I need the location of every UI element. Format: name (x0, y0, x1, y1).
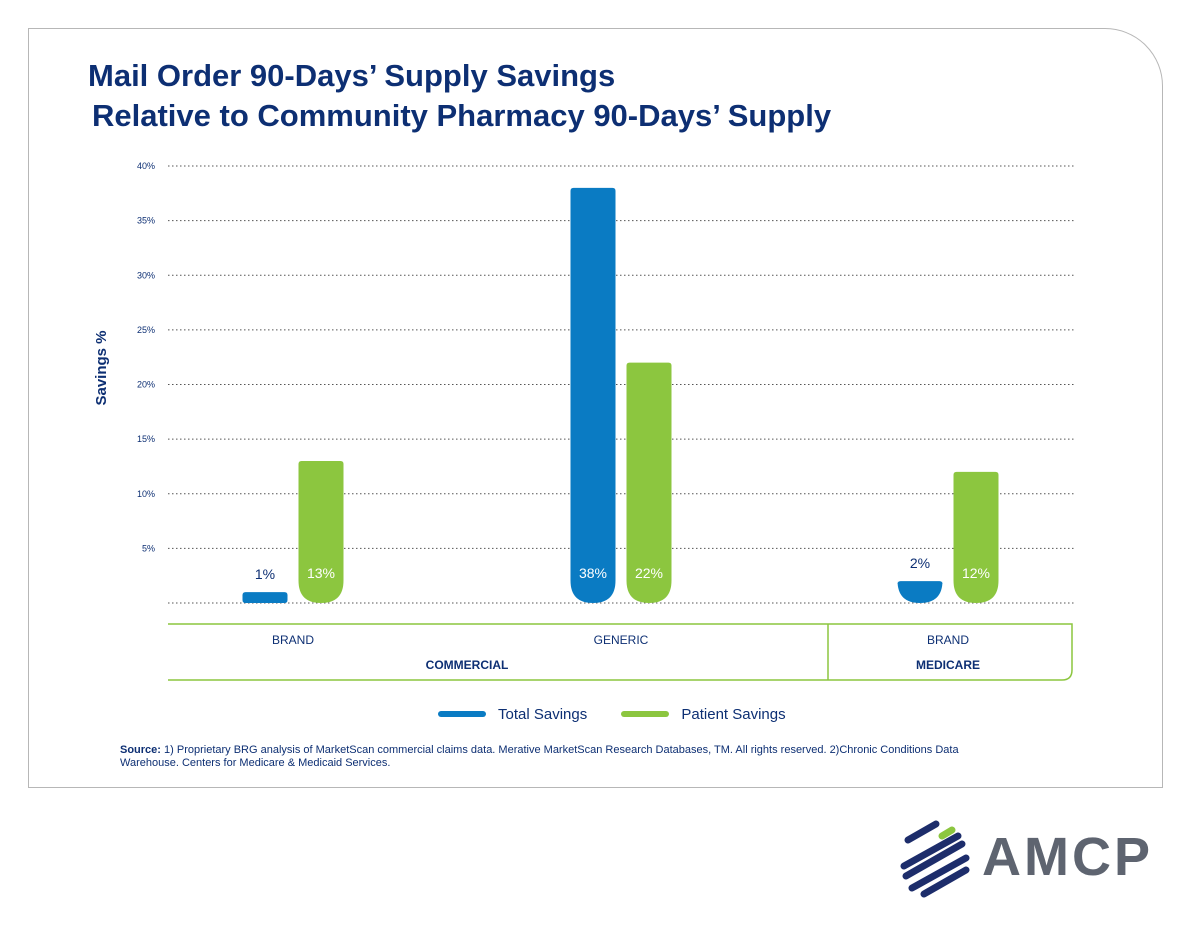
bar-chart: 40% 35% 30% 25% 20% 15% 10% 5% Savings % 1% 13% 38%… (93, 161, 1076, 681)
bar-patient-savings (953, 471, 999, 603)
y-tick-label: 15% (137, 434, 155, 444)
group-label: MEDICARE (916, 658, 980, 672)
source-note: Source: 1) Proprietary BRG analysis of M… (120, 744, 1020, 770)
legend-item-total: Total Savings (438, 706, 587, 723)
y-tick-label: 40% (137, 161, 155, 171)
category-label: GENERIC (594, 633, 649, 647)
legend-label-total: Total Savings (498, 705, 588, 723)
bar-patient-savings (298, 460, 344, 603)
y-tick-label: 10% (137, 489, 155, 499)
group-label: COMMERCIAL (426, 658, 509, 672)
bar-total-savings (570, 187, 616, 603)
data-label: 12% (962, 565, 990, 581)
data-label: 13% (307, 565, 335, 581)
y-tick-label: 5% (142, 543, 155, 553)
data-label: 38% (579, 565, 607, 581)
category-axis-box (168, 623, 1073, 681)
y-tick-label: 35% (137, 216, 155, 226)
y-tick-label: 25% (137, 325, 155, 335)
legend-swatch-total (438, 711, 486, 717)
logo-wordmark: AMCP (982, 827, 1153, 887)
y-tick-label: 20% (137, 380, 155, 390)
legend-label-patient: Patient Savings (681, 705, 786, 723)
data-label: 2% (910, 555, 930, 571)
legend-item-patient: Patient Savings (621, 705, 786, 723)
source-label: Source: (120, 744, 161, 756)
title-line-2: Relative to Community Pharmacy 90-Days’ … (92, 98, 832, 133)
amcp-logo: AMCP (898, 818, 1158, 898)
source-text: 1) Proprietary BRG analysis of MarketSca… (120, 744, 959, 769)
bar-total-savings (242, 592, 288, 603)
bar-total-savings (897, 580, 943, 603)
category-label: BRAND (272, 633, 314, 647)
y-tick-label: 30% (137, 270, 155, 280)
data-label: 1% (255, 566, 275, 582)
amcp-stripes-icon (900, 820, 970, 898)
legend: Total Savings Patient Savings (438, 704, 816, 723)
category-label: BRAND (927, 633, 969, 647)
legend-swatch-patient (621, 711, 670, 717)
title-line-1: Mail Order 90-Days’ Supply Savings (88, 58, 616, 93)
data-label: 22% (635, 565, 663, 581)
chart-title: Mail Order 90-Days’ Supply Savings Relat… (88, 56, 831, 136)
y-axis-label: Savings % (93, 330, 110, 405)
bar-patient-savings (626, 362, 672, 603)
